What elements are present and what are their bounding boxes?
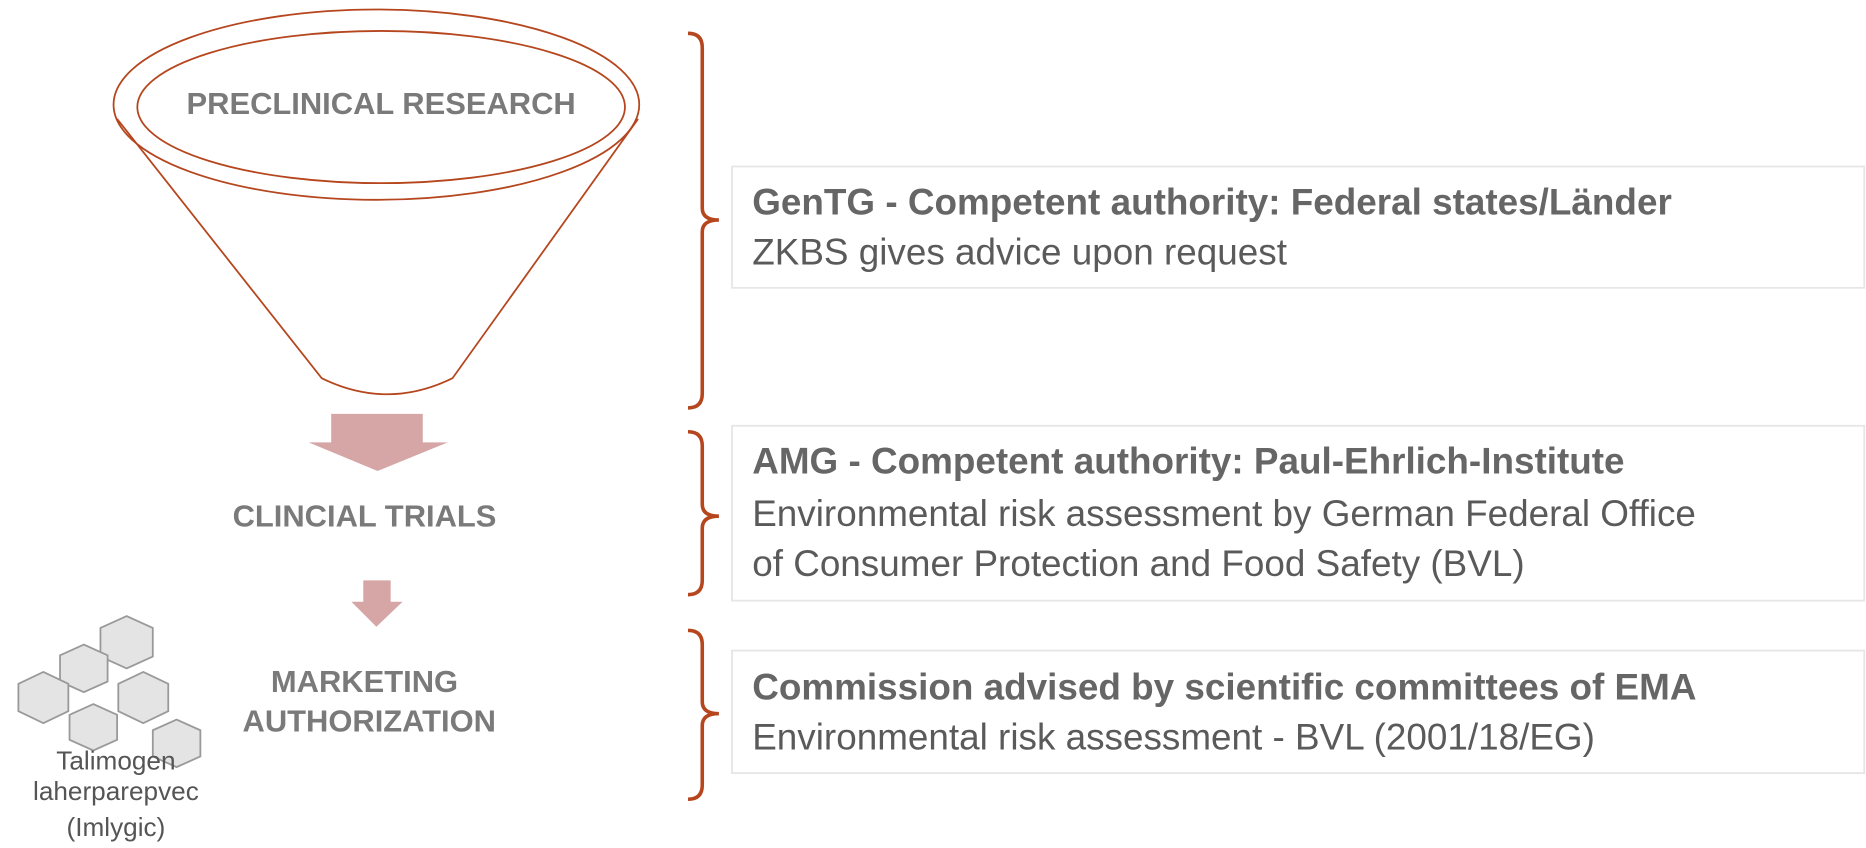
stage-label: MARKETING (271, 664, 458, 699)
bracket (688, 630, 719, 799)
funnel (114, 10, 640, 395)
virus-icon (118, 672, 168, 723)
box-text: ZKBS gives advice upon request (752, 231, 1287, 272)
box-title: GenTG - Competent authority: Federal sta… (752, 181, 1672, 222)
diagram: PRECLINICAL RESEARCH CLINCIAL TRIALS MAR… (0, 0, 1866, 848)
bracket (688, 432, 719, 595)
stage-label: CLINCIAL TRIALS (233, 499, 497, 534)
stage-label: PRECLINICAL RESEARCH (187, 86, 576, 121)
box-text: of Consumer Protection and Food Safety (… (752, 543, 1524, 584)
stage-label: AUTHORIZATION (242, 703, 496, 738)
box-title: Commission advised by scientific committ… (752, 667, 1696, 708)
virus-icon (18, 672, 68, 723)
funnel-body (117, 119, 638, 394)
product-name: (Imlygic) (67, 812, 166, 842)
box-text: Environmental risk assessment - BVL (200… (752, 717, 1595, 758)
product-name: laherparepvec (33, 776, 199, 806)
virus-icon (70, 704, 118, 750)
arrow (309, 414, 448, 471)
bracket (688, 33, 719, 408)
arrow (351, 580, 402, 626)
box-title: AMG - Competent authority: Paul-Ehrlich-… (752, 441, 1624, 482)
product-name: Talimogen (56, 745, 175, 775)
box-text: Environmental risk assessment by German … (752, 493, 1696, 534)
page: {"funnel": {"top_stage": "PRECLINICAL RE… (0, 0, 1866, 848)
